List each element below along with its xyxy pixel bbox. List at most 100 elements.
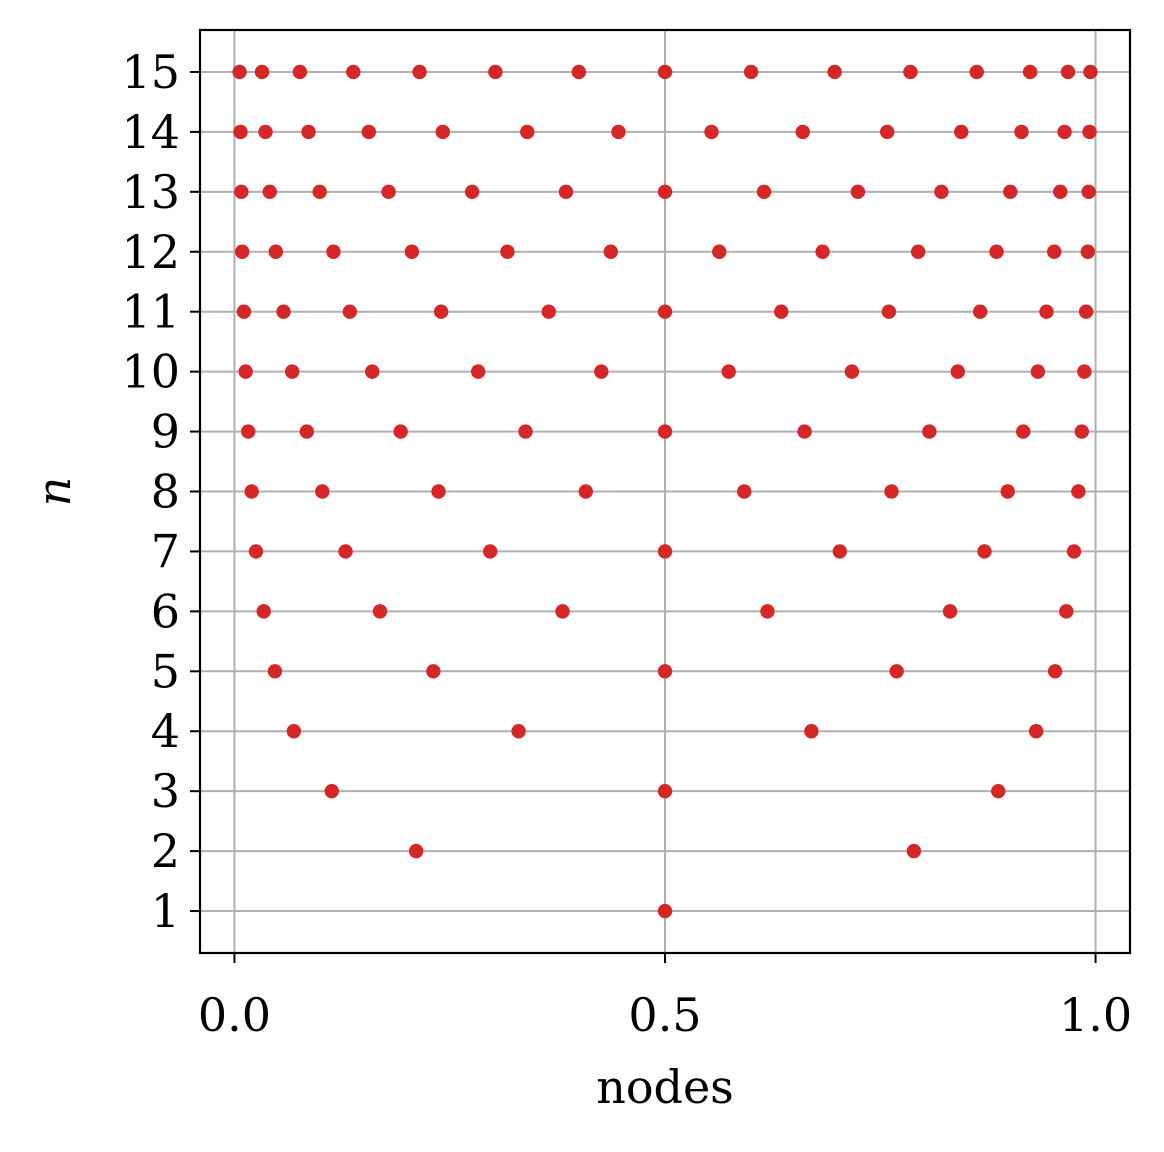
y-tick-label: 6 xyxy=(151,584,180,638)
y-axis-label: n xyxy=(27,477,81,507)
data-point xyxy=(372,604,388,619)
data-point xyxy=(464,184,480,200)
data-point xyxy=(611,124,626,140)
data-point xyxy=(365,364,380,379)
data-point xyxy=(1047,244,1062,259)
data-point xyxy=(881,304,897,319)
data-point xyxy=(1082,124,1097,140)
data-point xyxy=(721,364,736,379)
data-point xyxy=(850,184,866,200)
x-axis-label: nodes xyxy=(596,1060,734,1114)
y-tick-label: 8 xyxy=(151,465,180,519)
data-point xyxy=(244,484,259,499)
data-point xyxy=(571,64,587,80)
data-point xyxy=(292,64,308,80)
data-point xyxy=(1047,664,1063,679)
data-point xyxy=(541,304,556,319)
data-point xyxy=(312,184,327,200)
data-point xyxy=(408,843,424,859)
data-point xyxy=(276,304,291,319)
data-point xyxy=(827,64,842,80)
data-point xyxy=(879,124,895,140)
data-point xyxy=(922,424,937,439)
data-point xyxy=(1074,424,1089,439)
data-point xyxy=(500,244,515,259)
y-tick-label: 2 xyxy=(151,824,180,878)
data-point xyxy=(267,664,283,679)
data-point xyxy=(972,304,988,319)
data-point xyxy=(934,184,949,200)
data-point xyxy=(241,424,256,439)
data-point xyxy=(657,544,673,559)
data-points xyxy=(232,64,1098,919)
data-point xyxy=(393,424,408,439)
data-point xyxy=(256,604,271,619)
data-point xyxy=(381,184,396,200)
data-point xyxy=(258,124,273,140)
data-point xyxy=(950,364,965,379)
y-tick-label: 11 xyxy=(121,285,180,339)
data-point xyxy=(1060,64,1076,80)
data-point xyxy=(470,364,486,379)
data-point xyxy=(795,124,810,140)
data-point xyxy=(284,364,300,379)
x-tick-label: 0.0 xyxy=(198,988,271,1042)
data-point xyxy=(797,424,812,439)
data-point xyxy=(248,544,264,559)
data-point xyxy=(991,783,1006,799)
data-point xyxy=(361,124,376,140)
data-point xyxy=(844,364,860,379)
data-point xyxy=(657,304,673,319)
data-point xyxy=(520,124,535,140)
data-point xyxy=(969,64,984,80)
data-point xyxy=(657,664,673,679)
data-point xyxy=(910,244,926,259)
data-point xyxy=(1083,64,1098,80)
data-point xyxy=(657,783,673,799)
data-point xyxy=(324,783,339,799)
data-point xyxy=(236,304,252,319)
y-tick-label: 3 xyxy=(151,764,180,818)
data-point xyxy=(404,244,420,259)
data-point xyxy=(1057,124,1072,140)
data-point xyxy=(1077,364,1092,379)
data-point xyxy=(482,544,498,559)
data-point xyxy=(1028,724,1044,739)
y-tick-label: 1 xyxy=(151,884,180,938)
data-point xyxy=(906,843,922,859)
data-point xyxy=(903,64,918,80)
data-point xyxy=(743,64,759,80)
data-point xyxy=(431,484,446,499)
data-point xyxy=(326,244,341,259)
data-point xyxy=(594,364,609,379)
y-tick-label: 5 xyxy=(151,644,180,698)
data-point xyxy=(338,544,353,559)
y-tick-label: 9 xyxy=(151,405,180,459)
data-point xyxy=(1003,184,1018,200)
data-point xyxy=(232,64,247,80)
data-point xyxy=(342,304,358,319)
data-point xyxy=(412,64,427,80)
data-point xyxy=(301,124,316,140)
data-point xyxy=(1039,304,1054,319)
data-point xyxy=(657,64,673,80)
data-point xyxy=(774,304,789,319)
data-point xyxy=(704,124,719,140)
data-point xyxy=(1059,604,1074,619)
data-point xyxy=(1066,544,1082,559)
data-point xyxy=(889,664,904,679)
data-point xyxy=(426,664,441,679)
data-point xyxy=(234,184,249,200)
data-point xyxy=(815,244,830,259)
data-point xyxy=(1014,124,1029,140)
data-point xyxy=(1080,244,1096,259)
data-point xyxy=(1081,184,1096,200)
data-point xyxy=(518,424,533,439)
data-point xyxy=(884,484,899,499)
data-point xyxy=(942,604,958,619)
grid-lines xyxy=(200,30,1130,953)
data-point xyxy=(1071,484,1086,499)
data-point xyxy=(1078,304,1094,319)
y-tick-label: 14 xyxy=(121,105,180,159)
